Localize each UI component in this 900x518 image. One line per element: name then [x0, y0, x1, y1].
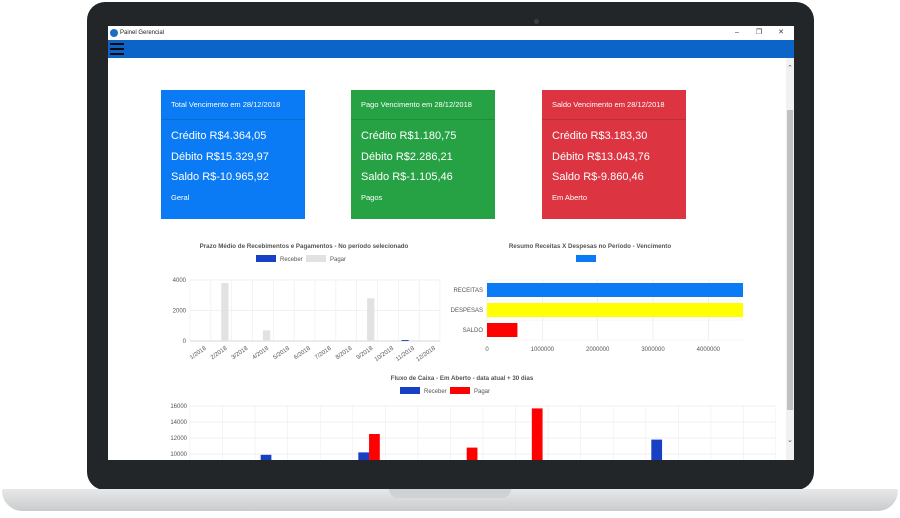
y-tick-label: 2000: [173, 309, 187, 315]
card-total: Total Vencimento em 28/12/2018 Crédito R…: [161, 90, 305, 219]
window-title: Painel Gerencial: [120, 30, 165, 36]
x-tick-label: 3000000: [641, 347, 665, 353]
chart-title: Resumo Receitas X Despesas no Período - …: [509, 243, 672, 250]
bar: [221, 283, 229, 341]
app-header-bar: [108, 40, 794, 58]
title-bar: Painel Gerencial – ❐ ✕: [108, 26, 794, 40]
bar: [346, 340, 354, 341]
camera-dot: [534, 19, 539, 24]
x-tick-label: 4000000: [697, 347, 721, 353]
bar: [283, 340, 292, 341]
legend-label: Receber: [280, 257, 303, 263]
card-saldo: Saldo R$-9.860,46: [552, 171, 644, 183]
y-tick-label: SALDO: [463, 328, 484, 334]
y-tick-label: 10000: [170, 452, 187, 458]
card-credito: Crédito R$1.180,75: [361, 130, 457, 142]
x-tick-label: 9/2018: [356, 345, 375, 361]
bar: [367, 298, 375, 341]
x-tick-label: 2/2018: [210, 345, 229, 361]
bar: [651, 439, 663, 460]
x-tick-label: 8/2018: [335, 345, 354, 361]
chart-fluxo-caixa: Fluxo de Caixa - Em Aberto - data atual …: [170, 375, 776, 460]
y-tick-label: RECEITAS: [453, 288, 483, 294]
minimize-button[interactable]: –: [735, 29, 739, 36]
x-tick-label: 12/2018: [416, 345, 438, 363]
bar: [358, 452, 370, 460]
card-credito: Crédito R$4.364,05: [171, 130, 267, 142]
legend-swatch: [256, 255, 276, 262]
card-header: Saldo Vencimento em 28/12/2018: [542, 90, 686, 120]
x-tick-label: 7/2018: [314, 345, 333, 361]
legend-label: Receber: [424, 389, 447, 395]
x-tick-label: 4/2018: [252, 345, 271, 361]
chart-title: Fluxo de Caixa - Em Aberto - data atual …: [391, 375, 534, 382]
app-window: Painel Gerencial – ❐ ✕ Total Vencimento …: [108, 26, 794, 460]
bar: [487, 283, 743, 297]
x-tick-label: 5/2018: [272, 345, 291, 361]
y-tick-label: 14000: [170, 420, 187, 426]
y-tick-label: 16000: [170, 404, 187, 410]
chart-prazo-medio: Prazo Médio de Recebimentos e Pagamentos…: [173, 243, 441, 363]
y-tick-label: 4000: [173, 278, 187, 284]
x-tick-label: 2000000: [586, 347, 610, 353]
y-tick-label: 12000: [170, 436, 187, 442]
legend-swatch: [576, 255, 596, 262]
chart-resumo-receitas-despesas: Resumo Receitas X Despesas no Período - …: [451, 243, 743, 353]
x-tick-label: 11/2018: [395, 345, 416, 362]
legend-label: Pagar: [330, 257, 346, 263]
card-saldo-aberto: Saldo Vencimento em 28/12/2018 Crédito R…: [542, 90, 686, 219]
x-tick-label: 1/2018: [189, 345, 208, 361]
laptop-base: [2, 489, 898, 511]
card-header: Total Vencimento em 28/12/2018: [161, 90, 305, 120]
bar: [487, 303, 743, 317]
scrollbar-thumb[interactable]: [787, 110, 793, 410]
x-tick-label: 10/2018: [374, 345, 396, 363]
menu-icon[interactable]: [110, 43, 124, 55]
legend-label: Pagar: [474, 389, 490, 395]
bar: [369, 434, 380, 460]
bar: [487, 323, 518, 337]
x-tick-label: 1000000: [531, 347, 555, 353]
card-saldo: Saldo R$-10.965,92: [171, 171, 269, 183]
card-credito: Crédito R$3.183,30: [552, 130, 648, 142]
bar: [401, 340, 409, 341]
legend-swatch: [306, 255, 326, 262]
scroll-down-icon[interactable]: ⌄: [787, 437, 793, 444]
bar: [387, 340, 396, 341]
close-button[interactable]: ✕: [778, 29, 784, 36]
y-tick-label: DESPESAS: [451, 308, 483, 314]
card-debito: Débito R$15.329,97: [171, 150, 269, 163]
card-header: Pago Vencimento em 28/12/2018: [351, 90, 495, 120]
y-tick-label: 0: [183, 339, 187, 345]
card-debito: Débito R$13.043,76: [552, 150, 650, 163]
card-footer: Em Aberto: [552, 192, 588, 202]
x-tick-label: 3/2018: [231, 345, 250, 361]
dashboard-content: Total Vencimento em 28/12/2018 Crédito R…: [108, 58, 786, 460]
restore-button[interactable]: ❐: [755, 29, 763, 36]
card-pago: Pago Vencimento em 28/12/2018 Crédito R$…: [351, 90, 495, 219]
legend-swatch: [400, 387, 420, 394]
chart-title: Prazo Médio de Recebimentos e Pagamentos…: [200, 243, 409, 250]
bar: [262, 330, 271, 341]
bar: [429, 340, 437, 341]
legend-swatch: [450, 387, 470, 394]
card-footer: Pagos: [361, 192, 383, 202]
x-tick-label: 6/2018: [293, 345, 312, 361]
scroll-up-icon[interactable]: ⌃: [787, 65, 793, 72]
bar: [466, 447, 478, 460]
laptop-base-notch: [389, 489, 511, 498]
bar: [531, 408, 543, 460]
vertical-scrollbar[interactable]: ⌃ ⌄: [786, 58, 794, 460]
card-debito: Débito R$2.286,21: [361, 150, 453, 163]
bar: [325, 340, 333, 341]
bar: [260, 454, 272, 460]
card-saldo: Saldo R$-1.105,46: [361, 171, 453, 183]
app-logo-icon: [110, 29, 118, 37]
bar: [408, 340, 417, 341]
x-tick-label: 0: [485, 347, 489, 353]
card-footer: Geral: [171, 192, 190, 202]
